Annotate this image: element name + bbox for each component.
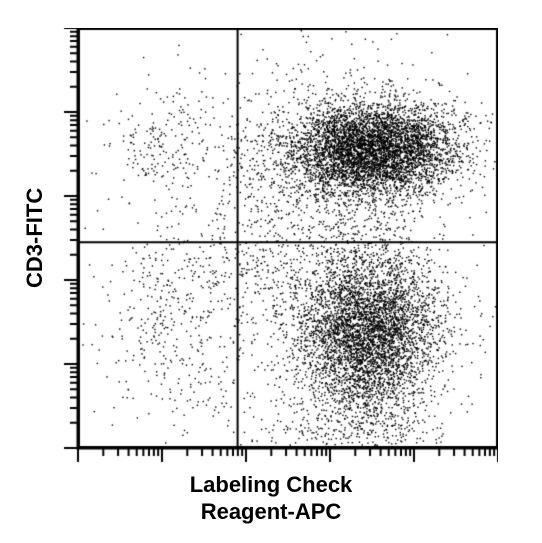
x-axis-label-line1: Labeling Check bbox=[190, 472, 353, 497]
x-axis-label-line2: Reagent-APC bbox=[201, 499, 342, 524]
scatter-canvas bbox=[62, 28, 498, 464]
x-axis-label: Labeling Check Reagent-APC bbox=[0, 472, 542, 525]
plot-area bbox=[62, 28, 498, 464]
flow-cytometry-dotplot: CD3-FITC Labeling Check Reagent-APC bbox=[0, 0, 542, 543]
y-axis-label: CD3-FITC bbox=[22, 188, 48, 288]
